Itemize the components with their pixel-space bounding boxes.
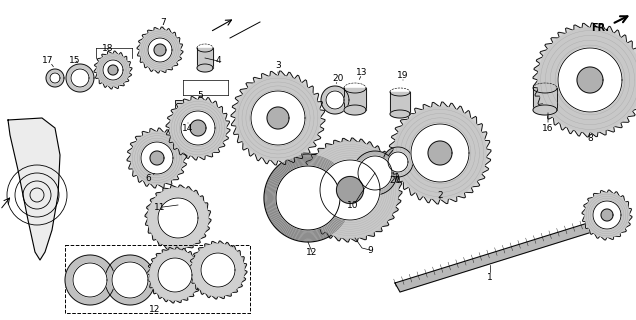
Polygon shape [558, 48, 622, 112]
Polygon shape [148, 188, 208, 248]
Polygon shape [108, 65, 118, 75]
Polygon shape [8, 118, 60, 260]
Polygon shape [189, 241, 247, 299]
Text: 14: 14 [183, 124, 194, 132]
Polygon shape [197, 48, 213, 68]
Polygon shape [145, 185, 211, 251]
Polygon shape [103, 60, 123, 80]
Polygon shape [264, 154, 352, 242]
Polygon shape [390, 110, 410, 118]
Text: 13: 13 [356, 68, 368, 76]
Polygon shape [50, 73, 60, 83]
Polygon shape [73, 263, 107, 297]
Polygon shape [394, 107, 486, 199]
Polygon shape [137, 27, 183, 73]
Polygon shape [150, 250, 200, 300]
Polygon shape [344, 88, 366, 110]
Polygon shape [395, 213, 624, 292]
Polygon shape [236, 76, 320, 160]
Text: 4: 4 [215, 55, 221, 65]
Polygon shape [192, 244, 244, 296]
Polygon shape [65, 255, 115, 305]
Polygon shape [276, 166, 340, 230]
Polygon shape [150, 151, 164, 165]
Text: 7: 7 [160, 18, 166, 27]
Polygon shape [46, 69, 64, 87]
Polygon shape [251, 91, 305, 145]
Text: 20: 20 [333, 74, 343, 83]
Polygon shape [201, 253, 235, 287]
Polygon shape [585, 193, 629, 237]
Polygon shape [158, 198, 198, 238]
Polygon shape [353, 151, 397, 195]
Polygon shape [321, 86, 349, 114]
Polygon shape [94, 51, 132, 89]
Polygon shape [181, 111, 215, 145]
Polygon shape [344, 105, 366, 115]
Polygon shape [358, 156, 392, 190]
Text: 9: 9 [367, 245, 373, 254]
Polygon shape [533, 23, 636, 137]
Polygon shape [383, 147, 413, 177]
Text: 20: 20 [389, 175, 401, 185]
Polygon shape [326, 91, 344, 109]
Polygon shape [197, 64, 213, 72]
Polygon shape [336, 177, 364, 204]
Polygon shape [267, 107, 289, 129]
Text: 15: 15 [69, 55, 81, 65]
Polygon shape [66, 64, 94, 92]
Polygon shape [577, 67, 603, 93]
Polygon shape [131, 132, 183, 184]
Polygon shape [298, 138, 402, 242]
Polygon shape [411, 124, 469, 182]
Polygon shape [231, 71, 325, 165]
Text: 18: 18 [102, 44, 114, 52]
Polygon shape [582, 190, 632, 240]
Polygon shape [320, 160, 380, 220]
Bar [175, 100, 201, 120]
Text: 6: 6 [145, 173, 151, 182]
Polygon shape [148, 38, 172, 62]
Bar [65, 245, 250, 313]
Polygon shape [170, 100, 226, 156]
Text: 16: 16 [543, 124, 554, 132]
Polygon shape [158, 258, 192, 292]
Polygon shape [71, 69, 89, 87]
Text: 2: 2 [437, 190, 443, 199]
Polygon shape [105, 255, 155, 305]
Polygon shape [601, 209, 613, 221]
Text: 10: 10 [347, 201, 359, 210]
Text: 12: 12 [307, 247, 318, 257]
Text: 11: 11 [155, 203, 166, 212]
Polygon shape [302, 142, 398, 238]
Polygon shape [533, 88, 557, 110]
Polygon shape [154, 44, 166, 56]
Polygon shape [127, 128, 187, 188]
Text: 3: 3 [275, 60, 281, 69]
Text: 8: 8 [587, 133, 593, 142]
Polygon shape [593, 201, 621, 229]
Text: 17: 17 [42, 55, 54, 65]
Polygon shape [388, 152, 408, 172]
Polygon shape [140, 30, 180, 70]
Text: 5: 5 [197, 91, 203, 100]
Text: FR.: FR. [591, 23, 609, 33]
Text: 19: 19 [398, 70, 409, 79]
Polygon shape [141, 142, 173, 174]
Text: 1: 1 [487, 274, 493, 283]
Text: 12: 12 [149, 306, 161, 315]
Polygon shape [390, 92, 410, 114]
Polygon shape [533, 105, 557, 115]
Polygon shape [112, 262, 148, 298]
Polygon shape [166, 96, 230, 160]
Polygon shape [538, 28, 636, 132]
Polygon shape [389, 102, 491, 204]
Polygon shape [190, 120, 206, 136]
Polygon shape [97, 54, 129, 86]
Polygon shape [147, 247, 203, 303]
Polygon shape [428, 141, 452, 165]
